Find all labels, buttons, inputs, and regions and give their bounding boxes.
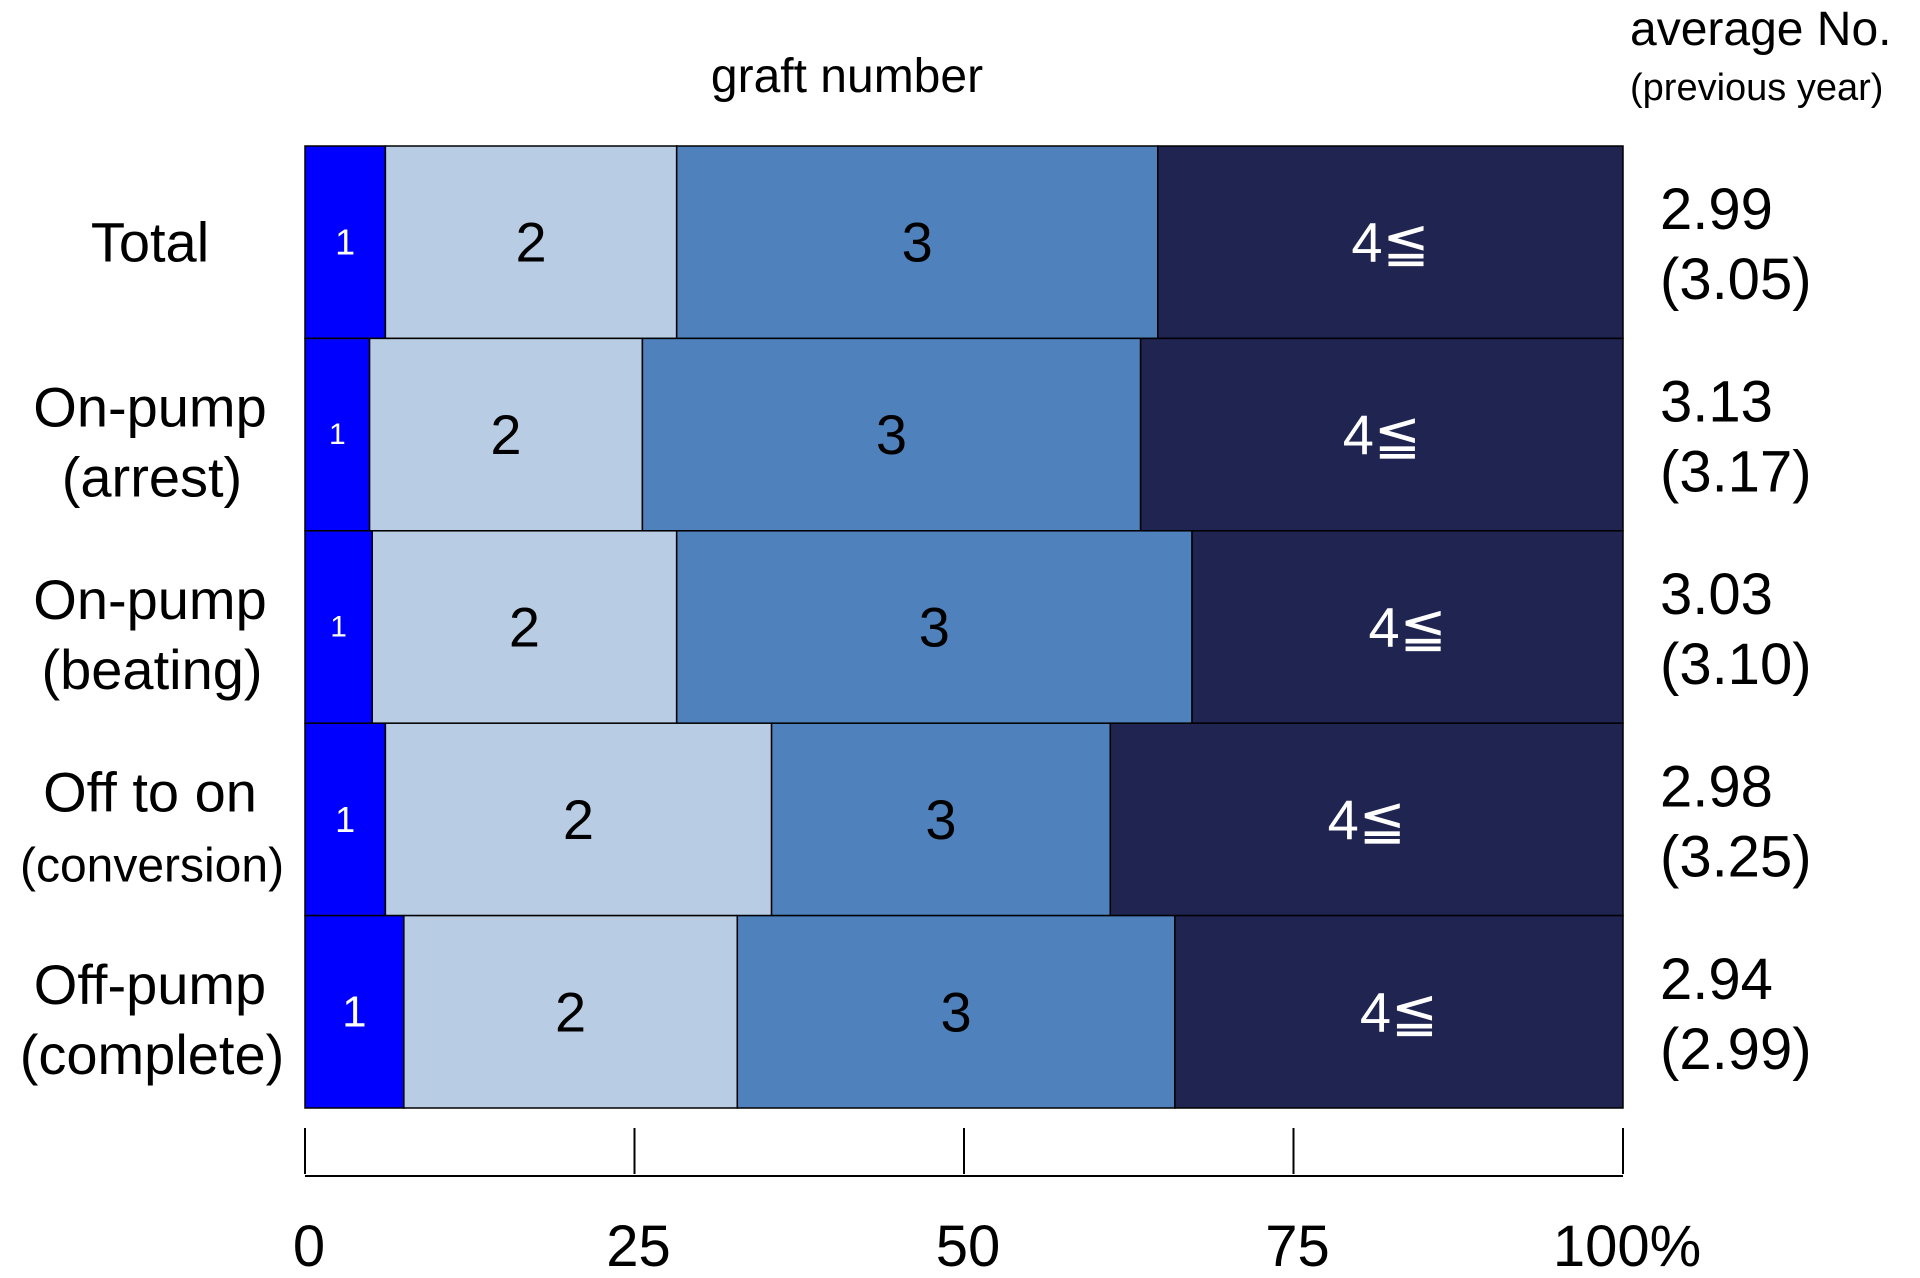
bar-segment-2-row-3 [371,530,678,724]
bar-segment-1-row-1 [304,145,387,340]
bar-label-4≦-row-3: 4≦ [1368,596,1446,659]
x-tick-label-50: 50 [936,1214,1001,1278]
bar-label-2-row-4: 2 [563,788,594,851]
bar-label-3-row-2: 3 [876,403,907,466]
x-tick-label-75: 75 [1265,1214,1330,1278]
bar-label-4≦-row-2: 4≦ [1343,403,1421,466]
bar-label-3-row-1: 3 [902,211,933,274]
bar-segment-4≦-row-1 [1156,145,1624,340]
bar-segment-3-row-1 [675,145,1159,340]
average-value-row-5: 2.94 [1660,947,1773,1012]
row-label-line1-4: Off to on [43,760,257,823]
bar-segment-2-row-2 [368,337,644,532]
bar-label-1-row-5: 1 [342,987,366,1036]
average-previous-row-1: (3.05) [1660,247,1812,312]
row-labels-group: Total On-pump (arrest) On-pump (beating) Off … [20,211,285,1086]
average-value-row-1: 2.99 [1660,177,1773,242]
bar-label-2-row-2: 2 [490,403,521,466]
bar-label-2-row-1: 2 [515,211,546,274]
average-previous-row-4: (3.25) [1660,824,1812,889]
bar-label-1-row-2: 1 [329,418,346,451]
averages-group: 2.99(3.05) 3.13(3.17) 3.03(3.10) 2.98(3.25)… [1660,177,1812,1082]
chart-title: graft number [711,50,983,103]
average-value-row-3: 3.03 [1660,562,1773,627]
bar-segment-2-row-4 [384,722,773,917]
row-label-line1-2: On-pump [33,376,266,439]
bar-label-4≦-row-4: 4≦ [1328,788,1406,851]
bar-label-3-row-4: 3 [925,788,956,851]
average-previous-row-3: (3.10) [1660,632,1812,697]
average-header-line2: (previous year) [1630,67,1883,109]
row-label-line2-5: (complete) [20,1023,285,1086]
row-label-line2-2: (arrest) [62,446,242,509]
average-value-row-2: 3.13 [1660,370,1773,435]
bar-label-4≦-row-5: 4≦ [1360,980,1438,1043]
bar-segment-1-row-4 [304,722,387,917]
bar-segment-3-row-2 [641,337,1142,532]
bar-label-2-row-5: 2 [555,980,586,1043]
x-tick-label-25: 25 [606,1214,671,1278]
average-value-row-4: 2.98 [1660,754,1773,819]
bar-label-3-row-3: 3 [919,596,950,659]
bar-segment-2-row-5 [403,914,739,1109]
row-label-line2-3: (beating) [41,638,262,701]
bar-label-1-row-1: 1 [335,222,355,263]
bar-segment-1-row-5 [304,914,405,1109]
bar-label-3-row-5: 3 [941,980,972,1043]
average-previous-row-5: (2.99) [1660,1017,1812,1082]
row-label-1: Total [91,211,209,274]
bar-label-1-row-3: 1 [330,611,347,644]
row-label-line2-4: (conversion) [20,839,284,892]
bar-segment-4≦-row-5 [1174,914,1624,1109]
bar-segment-4≦-row-3 [1191,530,1624,724]
bar-segment-4≦-row-2 [1139,337,1624,532]
x-tick-label-100: 100% [1553,1214,1701,1278]
bar-label-2-row-3: 2 [509,596,540,659]
bar-segment-3-row-4 [770,722,1112,917]
bar-segment-4≦-row-4 [1109,722,1624,917]
x-tick-label-0: 0 [293,1214,325,1278]
row-label-line1-3: On-pump [33,568,266,631]
bar-segment-2-row-1 [384,145,678,340]
bar-segment-3-row-5 [736,914,1176,1109]
bar-label-1-row-4: 1 [335,799,355,840]
bars-group: 1 2 3 4≦ 1 2 3 4≦ 1 2 3 4≦ 1 2 3 4≦ 1 2 3 4≦ [304,145,1624,1109]
bar-label-4≦-row-1: 4≦ [1351,211,1429,274]
average-previous-row-2: (3.17) [1660,440,1812,505]
average-header-line1: average No. [1630,3,1892,56]
row-label-line1-5: Off-pump [34,953,266,1016]
x-axis: 0 25 50 75 100% [293,1128,1701,1278]
